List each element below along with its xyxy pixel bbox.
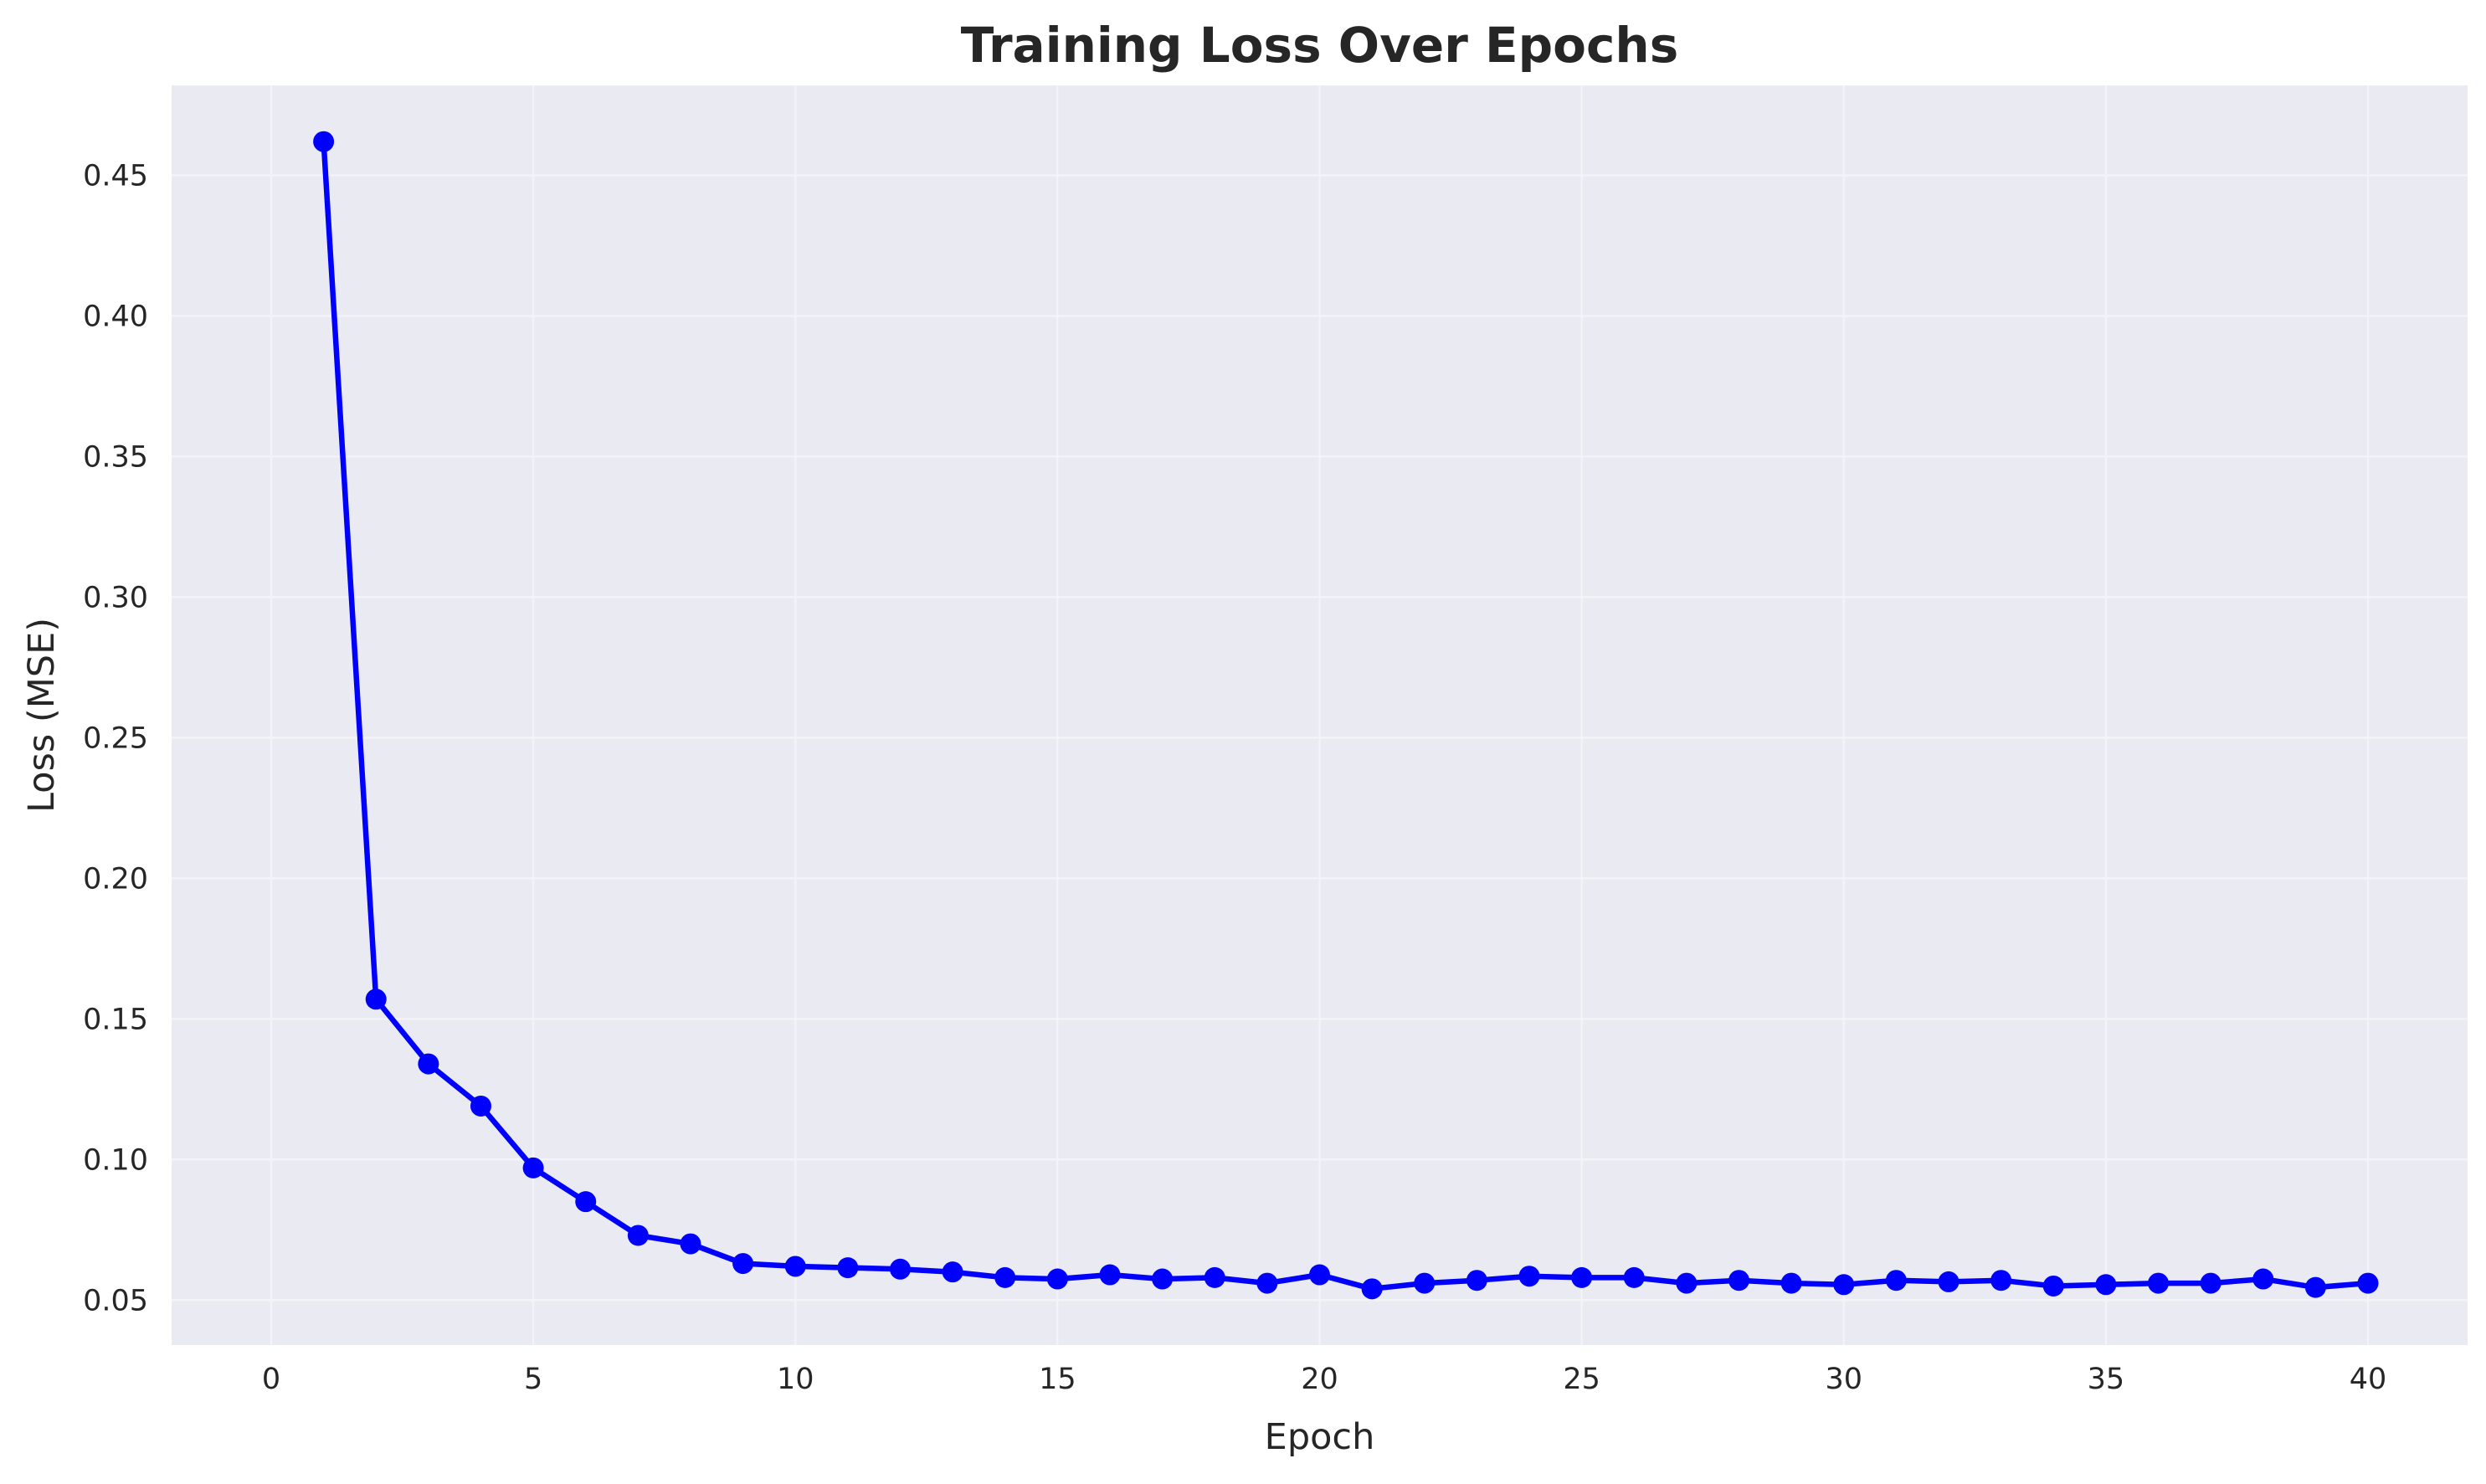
y-axis-label: Loss (MSE) [21, 618, 63, 813]
data-point [2252, 1268, 2274, 1290]
x-axis-label: Epoch [1265, 1416, 1375, 1458]
x-tick-label: 35 [2088, 1363, 2125, 1396]
data-point [784, 1255, 806, 1277]
x-tick-label: 25 [1563, 1363, 1600, 1396]
y-tick-label: 0.25 [83, 721, 148, 755]
data-point [680, 1233, 701, 1255]
data-point [627, 1225, 649, 1246]
data-point [470, 1095, 491, 1117]
x-tick-label: 5 [524, 1363, 542, 1396]
x-tick-label: 20 [1301, 1363, 1338, 1396]
grid-lines [172, 85, 2468, 1345]
data-point [522, 1157, 544, 1178]
data-point [1676, 1272, 1698, 1294]
y-tick-label: 0.35 [83, 440, 148, 474]
data-point [1204, 1266, 1225, 1288]
tick-labels: 0 5 10 15 20 25 30 35 40 0.05 0.10 0.15 0.20 0.25 0.30… [83, 160, 2386, 1397]
data-point [1885, 1270, 1907, 1291]
data-point [1361, 1278, 1383, 1300]
chart-title: Training Loss Over Epochs [961, 17, 1678, 74]
data-point [1780, 1272, 1802, 1294]
data-point [2357, 1272, 2379, 1294]
y-tick-label: 0.30 [83, 581, 148, 614]
x-tick-label: 30 [1825, 1363, 1862, 1396]
y-tick-label: 0.45 [83, 160, 148, 193]
x-tick-label: 0 [262, 1363, 280, 1396]
data-point [2304, 1276, 2326, 1298]
y-tick-label: 0.20 [83, 862, 148, 896]
data-point [2095, 1274, 2117, 1296]
data-point [1309, 1264, 1330, 1286]
data-point [994, 1266, 1016, 1288]
data-point [732, 1253, 754, 1275]
data-point [1833, 1274, 1855, 1296]
y-tick-label: 0.05 [83, 1284, 148, 1317]
y-tick-label: 0.10 [83, 1143, 148, 1177]
data-point [575, 1191, 597, 1213]
data-point [1466, 1270, 1487, 1291]
data-point [313, 131, 335, 152]
data-point [1728, 1270, 1750, 1291]
y-tick-label: 0.15 [83, 1003, 148, 1036]
data-point [1518, 1266, 1540, 1287]
x-tick-label: 10 [777, 1363, 814, 1396]
data-point [418, 1053, 439, 1075]
data-point [1414, 1272, 1436, 1294]
data-point [2148, 1272, 2170, 1294]
data-point [2200, 1272, 2221, 1294]
data-point [1990, 1270, 2012, 1291]
y-tick-label: 0.40 [83, 300, 148, 333]
x-tick-label: 15 [1039, 1363, 1076, 1396]
data-point [365, 988, 387, 1010]
data-point [1152, 1268, 1174, 1290]
loss-line [321, 138, 2371, 1292]
data-point [942, 1261, 963, 1283]
data-point [2042, 1275, 2064, 1297]
data-point [889, 1258, 911, 1280]
data-point [1938, 1271, 1960, 1292]
data-point [837, 1257, 859, 1279]
data-point [1623, 1266, 1645, 1288]
data-point [1256, 1272, 1278, 1294]
x-tick-label: 40 [2350, 1363, 2387, 1396]
data-point [1046, 1268, 1068, 1290]
data-point [1571, 1266, 1593, 1288]
data-point [1099, 1264, 1121, 1286]
series-layer [313, 131, 2379, 1300]
